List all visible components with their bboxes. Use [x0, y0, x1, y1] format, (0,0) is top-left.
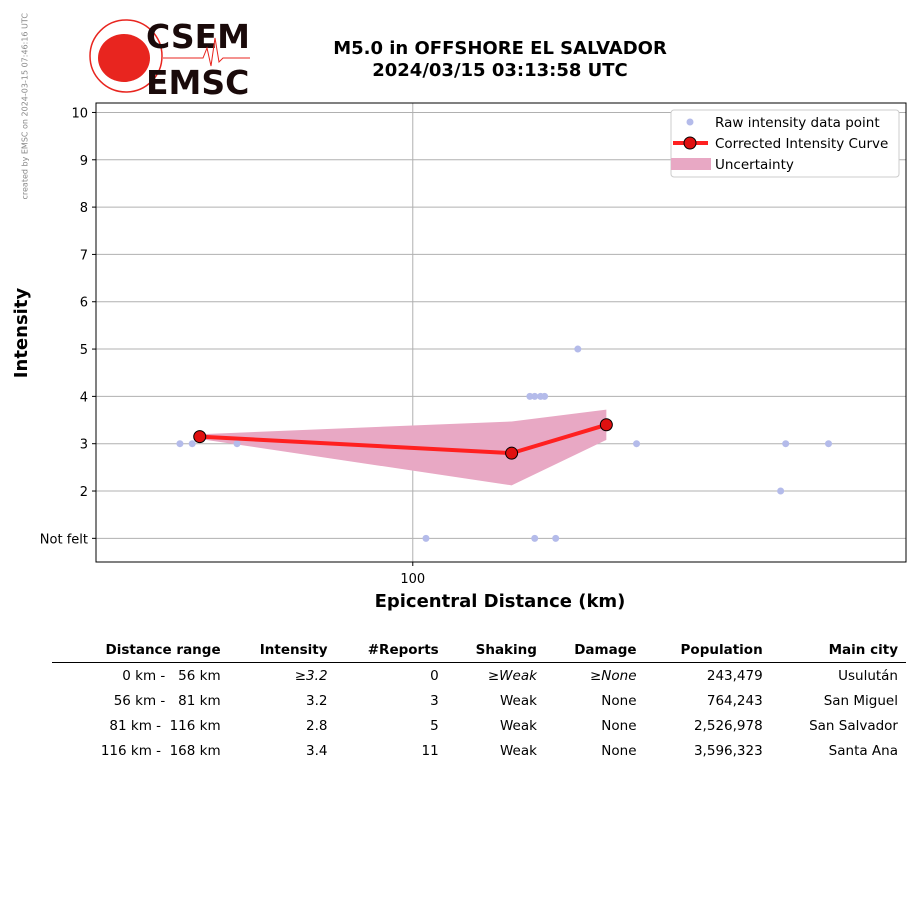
table-cell: 0	[430, 667, 439, 684]
y-tick-label: 4	[80, 390, 88, 405]
table-cell: 243,479	[706, 667, 763, 684]
column-header: Damage	[544, 640, 645, 663]
raw-data-point	[422, 534, 430, 542]
table-cell: 2,526,978	[693, 717, 763, 734]
raw-data-point	[233, 440, 241, 448]
table-cell: 11	[421, 742, 439, 759]
table-cell: Weak	[499, 692, 537, 709]
table-cell: 764,243	[706, 692, 763, 709]
raw-data-point	[188, 440, 196, 448]
table-cell: Weak	[499, 717, 537, 734]
y-tick-label: 6	[80, 296, 88, 311]
x-axis-label: Epicentral Distance (km)	[375, 591, 626, 612]
raw-data-point	[633, 440, 641, 448]
table-cell: None	[601, 742, 637, 759]
legend-curve: Corrected Intensity Curve	[715, 136, 888, 152]
raw-data-point	[825, 440, 833, 448]
curve-point	[193, 430, 207, 444]
table-cell: 2.8	[306, 717, 328, 734]
table-row: 81 km - 116 km 2.8 5 Weak None 2,526,978 San S…	[52, 713, 906, 738]
title-line1: M5.0 in OFFSHORE EL SALVADOR	[333, 38, 667, 59]
table-cell: Usulután	[838, 667, 898, 684]
chart-title: M5.0 in OFFSHORE EL SALVADOR 2024/03/15 …	[290, 38, 710, 82]
column-header: Distance range	[52, 640, 229, 663]
y-tick-label: 5	[80, 343, 88, 358]
table-cell: San Salvador	[809, 717, 898, 734]
y-tick-label: 10	[71, 106, 88, 121]
y-tick-label: 3	[80, 438, 88, 453]
table-cell: 0 km - 56 km	[122, 667, 221, 684]
raw-data-point	[574, 345, 582, 353]
legend-curve-marker	[683, 136, 697, 150]
emsc-logo: CSEM EMSC	[88, 17, 258, 102]
table-cell: 3,596,323	[693, 742, 763, 759]
curve-point	[599, 418, 613, 432]
table-cell: Weak	[499, 742, 537, 759]
column-header: Main city	[770, 640, 906, 663]
raw-data-point	[541, 392, 549, 400]
table-cell: 3.4	[306, 742, 328, 759]
y-tick-label: 9	[80, 154, 88, 169]
curve-point	[505, 446, 519, 460]
intensity-chart: Not felt 2 3 4 5 6 7 8 9 10 100 Epicentral Distanc…	[11, 102, 907, 612]
column-header: #Reports	[335, 640, 447, 663]
raw-data-point	[777, 487, 785, 495]
y-tick-label: Not felt	[40, 532, 88, 547]
legend-uncertainty: Uncertainty	[715, 157, 794, 173]
legend: Raw intensity data point Corrected Inten…	[670, 109, 900, 178]
table-cell: Santa Ana	[828, 742, 898, 759]
y-tick-label: 8	[80, 201, 88, 216]
raw-data-point	[531, 534, 539, 542]
legend-raw-marker	[686, 118, 694, 126]
title-line2: 2024/03/15 03:13:58 UTC	[372, 60, 628, 81]
y-axis-label: Intensity	[11, 288, 32, 379]
table-cell: San Miguel	[823, 692, 898, 709]
table-cell: ≥Weak	[487, 667, 537, 684]
table-cell: ≥3.2	[294, 667, 328, 684]
legend-raw: Raw intensity data point	[715, 115, 880, 131]
table-cell: 5	[430, 717, 439, 734]
y-tick-label: 7	[80, 248, 88, 263]
table-cell: 3.2	[306, 692, 328, 709]
y-tick-label: 2	[80, 485, 88, 500]
intensity-table: Distance range Intensity #Reports Shaking Da…	[52, 640, 906, 763]
raw-data-point	[782, 440, 790, 448]
raw-data-point	[531, 392, 539, 400]
table-cell: None	[601, 692, 637, 709]
logo-top-text: CSEM	[146, 18, 250, 56]
table-cell: ≥None	[589, 667, 637, 684]
column-header: Population	[644, 640, 771, 663]
legend-band-swatch	[671, 158, 711, 170]
table-cell: 3	[430, 692, 439, 709]
table-cell: 56 km - 81 km	[113, 692, 221, 709]
column-header: Intensity	[228, 640, 336, 663]
column-header: Shaking	[446, 640, 545, 663]
logo-bottom-text: EMSC	[146, 63, 249, 98]
raw-data-point	[552, 534, 560, 542]
raw-data-point	[176, 440, 184, 448]
raw-data-point	[526, 392, 534, 400]
table-row: 56 km - 81 km 3.2 3 Weak None 764,243 San Migu…	[52, 688, 906, 713]
table-row: 116 km - 168 km 3.4 11 Weak None 3,596,323 San…	[52, 738, 906, 763]
table-cell: None	[601, 717, 637, 734]
table-cell: 116 km - 168 km	[100, 742, 221, 759]
x-tick-label: 100	[400, 572, 425, 587]
table-cell: 81 km - 116 km	[109, 717, 221, 734]
table-row: 0 km - 56 km ≥3.2 0 ≥Weak ≥None 243,479 Usulut…	[52, 663, 906, 689]
